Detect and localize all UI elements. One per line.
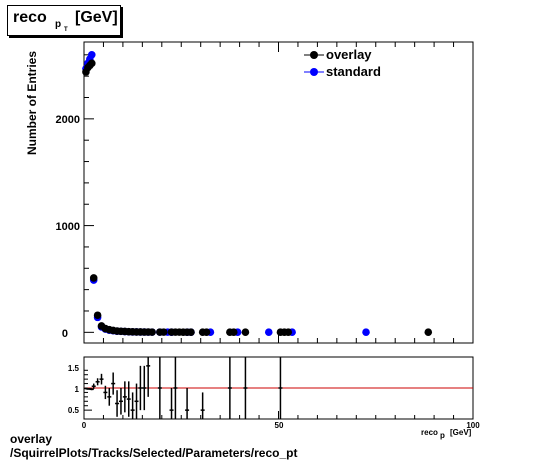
main-axis-ticks — [83, 42, 474, 343]
point-overlay — [241, 328, 250, 337]
title-subsubscript: T — [64, 27, 68, 33]
ratio-y-tick-label-0.5: 0.5 — [68, 406, 80, 415]
point-overlay — [87, 59, 96, 68]
footer-path: /SquirrelPlots/Tracks/Selected/Parameter… — [10, 446, 298, 460]
point-overlay — [89, 274, 98, 282]
y-tick-label-2000: 2000 — [56, 114, 80, 126]
ratio-y-tick-label-1.5: 1.5 — [68, 364, 80, 373]
title-main: reco — [13, 9, 47, 26]
footer-label: overlay — [10, 432, 53, 446]
svg-text:reco: reco — [421, 428, 438, 437]
point-standard — [87, 51, 96, 59]
ratio-y-tick-label-1: 1 — [75, 385, 80, 394]
y-tick-label-0: 0 — [62, 328, 68, 340]
main-data-points — [82, 51, 433, 337]
ratio-data-points — [83, 357, 283, 419]
ratio-axis-ticks — [83, 369, 474, 419]
point-overlay — [148, 328, 156, 336]
legend: overlay standard — [304, 47, 381, 79]
point-overlay — [187, 328, 195, 337]
ratio-x-tick-label-0: 0 — [82, 421, 87, 430]
y-axis-title: Number of Entries — [25, 51, 39, 155]
point-overlay — [284, 328, 293, 337]
point-overlay — [159, 328, 168, 336]
svg-text:p: p — [440, 431, 445, 440]
point-standard — [362, 328, 370, 337]
legend-standard-label: standard — [326, 64, 381, 79]
x-axis-title: reco p [GeV] — [421, 428, 472, 440]
legend-overlay-label: overlay — [326, 47, 372, 62]
histogram-title-box: reco p T [GeV] — [7, 5, 121, 36]
point-standard — [264, 328, 273, 337]
point-overlay — [202, 328, 211, 337]
main-plot-frame — [83, 41, 474, 344]
point-overlay — [424, 328, 433, 337]
title-subscript: p — [55, 19, 62, 30]
ratio-x-tick-label-100: 100 — [466, 421, 480, 430]
svg-text:[GeV]: [GeV] — [450, 428, 472, 437]
y-tick-label-1000: 1000 — [56, 221, 80, 233]
point-overlay — [93, 311, 102, 320]
legend-overlay-marker — [310, 51, 318, 59]
point-overlay — [229, 328, 238, 337]
legend-standard-marker — [310, 68, 318, 76]
title-unit: [GeV] — [75, 9, 118, 26]
ratio-x-tick-label-50: 50 — [275, 421, 284, 430]
